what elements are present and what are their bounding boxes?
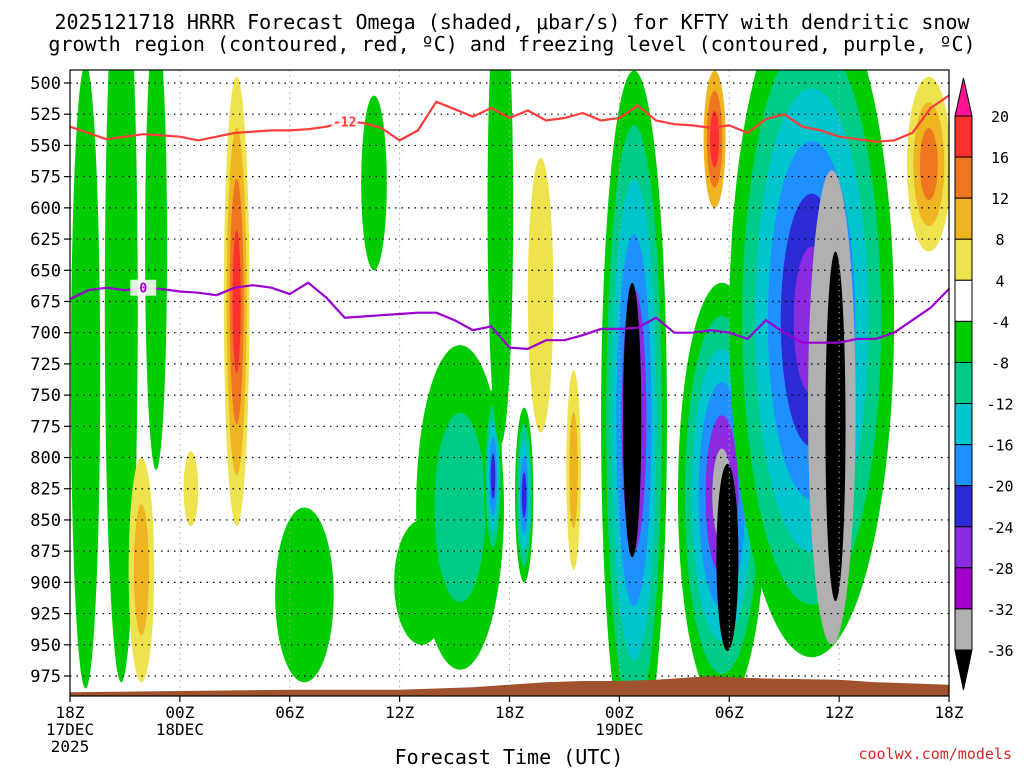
y-tick-label-675: 675 [30,292,61,312]
colorbar-bottom-arrow [955,650,972,690]
colorbar-label-8: 8 [995,231,1004,249]
colorbar-label--32: -32 [986,601,1013,619]
y-tick-label-600: 600 [30,199,61,219]
y-axis: 500 525 550 575 600 625 650 675 700 725 750 775 800 8… [30,74,70,687]
x-tick-label-24-0: 18Z [495,703,524,722]
colorbar-label--12: -12 [986,396,1013,414]
omega-blob-6-level-0 [275,507,334,682]
colorbar-segment-7 [955,404,972,445]
colorbar-label-4: 4 [995,272,1004,290]
colorbar-label--36: -36 [986,642,1013,660]
y-tick-label-650: 650 [30,261,61,281]
omega-blob-16-level-0 [623,283,641,558]
y-tick-label-850: 850 [30,511,61,531]
omega-blob-3-level-1 [134,504,149,635]
y-tick-label-700: 700 [30,324,61,344]
omega-blob-22-level-2 [710,111,719,168]
x-tick-label-42-0: 12Z [825,703,854,722]
x-tick-label-0-2: 2025 [51,737,90,756]
colorbar-top-arrow [955,78,972,116]
y-tick-label-625: 625 [30,230,61,250]
y-tick-label-950: 950 [30,636,61,656]
omega-blob-13-level-0 [528,158,554,433]
y-tick-label-875: 875 [30,542,61,562]
x-tick-label-12-0: 06Z [275,703,304,722]
colorbar-segment-9 [955,486,972,527]
omega-blob-14-level-1 [569,412,578,529]
x-axis-label: Forecast Time (UTC) [395,745,624,768]
isotherm-zero-label: 0 [139,282,147,297]
y-tick-label-550: 550 [30,136,61,156]
colorbar-segment-11 [955,568,972,609]
x-tick-label-48-0: 18Z [935,703,964,722]
y-tick-label-500: 500 [30,74,61,94]
omega-blob-23-level-2 [920,128,938,200]
y-tick-label-750: 750 [30,386,61,406]
colorbar-legend: 20 16 12 8 4 -4 -8 -12 -16 -20 -24 -28 -32 -36 [955,78,1014,690]
credit-link[interactable]: coolwx.com/models [858,745,1012,763]
colorbar-segment-5 [955,321,972,362]
y-tick-label-775: 775 [30,417,61,437]
x-tick-label-30-1: 19DEC [595,720,643,739]
colorbar-label-20: 20 [991,108,1009,126]
colorbar-label-12: 12 [991,190,1009,208]
omega-cross-section-chart: 2025121718 HRRR Forecast Omega (shaded, … [0,0,1024,768]
terrain-surface [70,676,949,696]
colorbar-segment-1 [955,157,972,198]
colorbar-label--16: -16 [986,437,1013,455]
chart-title-line1: 2025121718 HRRR Forecast Omega (shaded, … [54,10,970,34]
x-tick-label-36-0: 06Z [715,703,744,722]
colorbar-label--28: -28 [986,560,1013,578]
x-tick-label-18-0: 12Z [385,703,414,722]
colorbar-segment-12 [955,609,972,650]
omega-blob-2-level-0 [145,21,167,470]
omega-blob-21-level-0 [825,252,845,602]
omega-blob-9-level-1 [434,413,485,602]
y-tick-label-525: 525 [30,105,61,125]
colorbar-label-16: 16 [991,149,1009,167]
colorbar-label--20: -20 [986,478,1013,496]
colorbar-segment-10 [955,527,972,568]
y-tick-label-825: 825 [30,480,61,500]
y-tick-label-925: 925 [30,605,61,625]
y-tick-label-575: 575 [30,168,61,188]
colorbar-label--8: -8 [991,354,1009,372]
colorbar-label--24: -24 [986,519,1013,537]
omega-shading [71,0,951,768]
omega-blob-10-level-4 [491,454,496,499]
colorbar-segment-2 [955,198,972,239]
colorbar-segment-3 [955,239,972,280]
colorbar-segment-4 [955,280,972,321]
colorbar-segment-8 [955,445,972,486]
isotherm-minus12-label: -12 [333,116,356,131]
x-tick-label-6-1: 18DEC [156,720,204,739]
y-tick-label-900: 900 [30,573,61,593]
omega-blob-0-level-0 [71,64,100,688]
chart-title-line2: growth region (contoured, red, ºC) and f… [48,32,975,56]
y-tick-label-725: 725 [30,355,61,375]
colorbar-label--4: -4 [991,313,1009,331]
colorbar-segment-6 [955,362,972,403]
omega-blob-7-level-0 [361,95,387,270]
omega-blob-4-level-0 [184,451,199,526]
colorbar-segment-0 [955,116,972,157]
omega-blob-18-level-0 [716,464,738,651]
y-tick-label-800: 800 [30,449,61,469]
y-tick-label-975: 975 [30,667,61,687]
omega-blob-11-level-4 [522,472,527,517]
terrain-layer [70,676,949,696]
